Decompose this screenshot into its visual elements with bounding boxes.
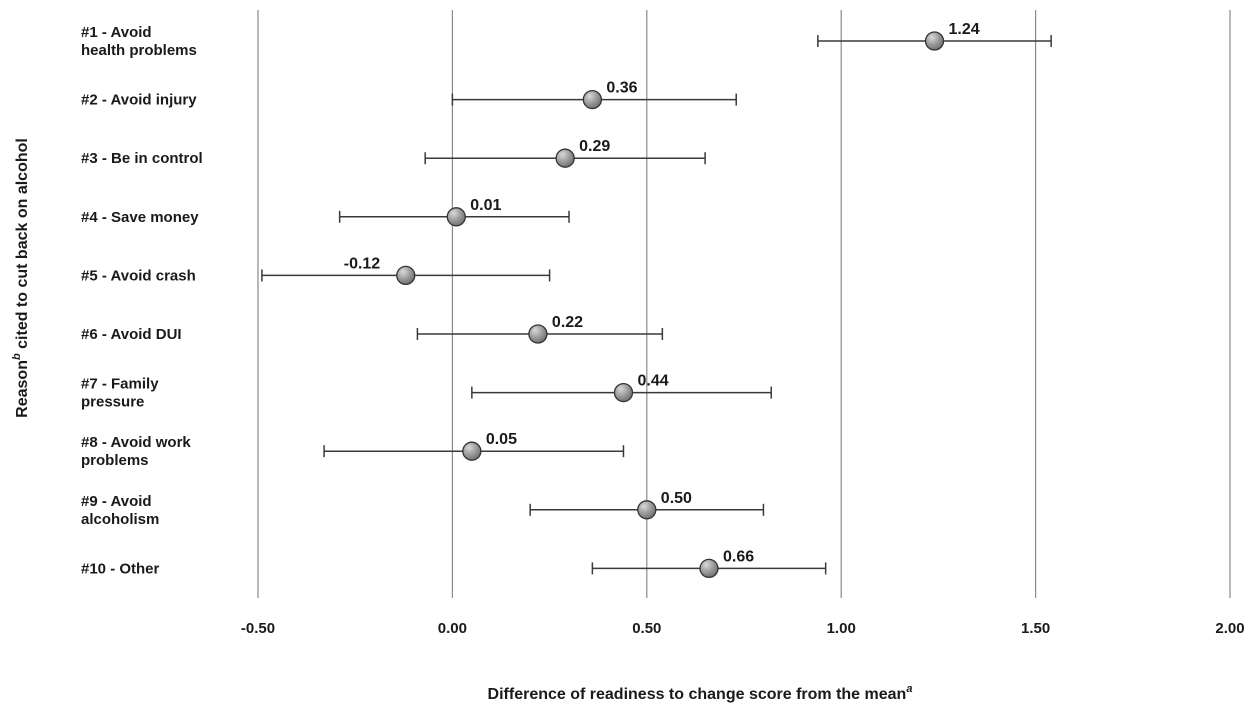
x-axis-title: Difference of readiness to change score … [488,683,913,703]
data-label: -0.12 [344,255,381,272]
data-point [699,558,719,579]
category-label: #9 - Avoid alcoholism [81,493,159,528]
data-point [462,441,482,461]
data-point [582,89,603,110]
data-label: 0.44 [637,373,668,390]
x-tick-label: 1.50 [1021,620,1050,637]
data-label: 0.29 [579,138,610,155]
data-label: 0.36 [606,80,637,97]
x-tick-label: -0.50 [241,620,275,637]
category-label: #5 - Avoid crash [81,267,196,284]
x-tick-label: 1.00 [827,620,856,637]
data-label: 0.05 [486,431,517,448]
gridlines [257,10,1231,598]
data-point [613,382,634,403]
labels: -0.50 0.00 0.50 1.00 1.50 2.00 1.24 #1 - Avoid h… [81,21,1245,637]
data-point [528,324,548,344]
data-label: 0.01 [470,197,501,214]
category-label: #6 - Avoid DUI [81,326,182,343]
category-label: #2 - Avoid injury [81,92,197,109]
data-label: 1.24 [949,21,980,38]
category-label: #3 - Be in control [81,150,203,167]
axis-titles: Difference of readiness to change score … [11,138,912,703]
data-point [924,31,945,51]
data-point [637,500,657,520]
category-label: #1 - Avoid health problems [81,24,197,59]
error-bars [261,35,1052,575]
data-point [555,148,575,168]
data-label: 0.22 [552,314,583,331]
x-tick-label: 0.00 [438,620,467,637]
data-label: 0.50 [661,490,692,507]
data-point [446,207,466,227]
data-point [396,265,416,286]
x-tick-label: 2.00 [1215,620,1244,637]
category-label: #10 - Other [81,560,160,577]
category-label: #8 - Avoid work problems [81,434,191,469]
x-tick-label: 0.50 [632,620,661,637]
category-label: #4 - Save money [81,209,199,226]
category-label: #7 - Family pressure [81,376,159,411]
markers [396,31,945,579]
y-axis-title: Reasonb cited to cut back on alcohol [11,138,31,418]
data-label: 0.66 [723,548,754,565]
